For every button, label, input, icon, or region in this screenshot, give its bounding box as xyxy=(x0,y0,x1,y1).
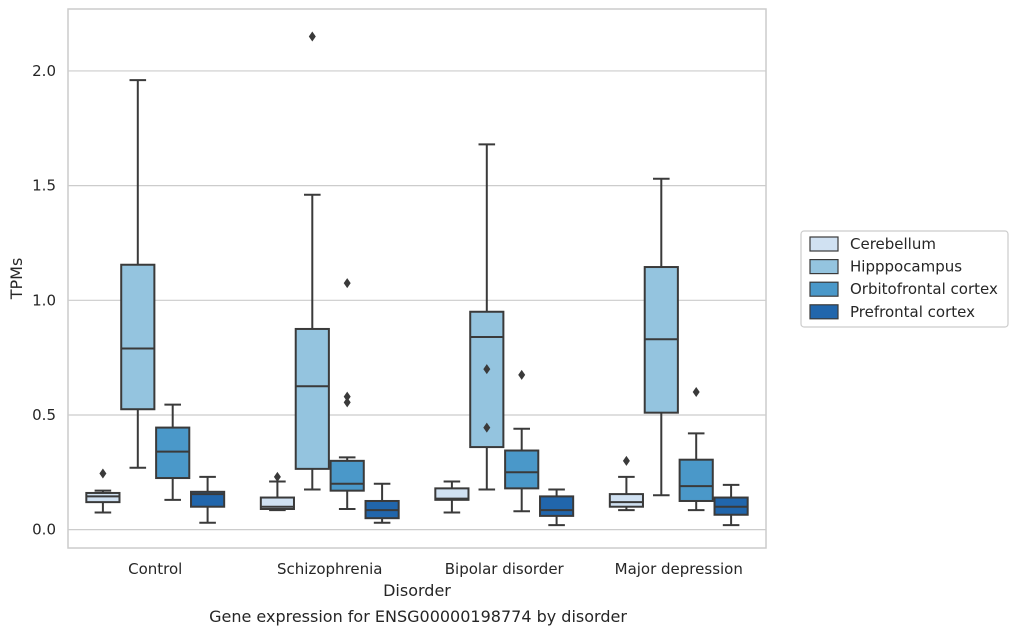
chart-caption: Gene expression for ENSG00000198774 by d… xyxy=(209,607,627,626)
outlier-point xyxy=(343,397,351,408)
legend-swatch xyxy=(809,304,839,320)
y-tick-label: 0.5 xyxy=(32,406,56,424)
x-tick-label: Control xyxy=(128,560,182,578)
outlier-point xyxy=(692,387,700,398)
box-iqr xyxy=(539,495,575,517)
box-cerebellum xyxy=(259,471,295,512)
legend-swatch xyxy=(809,281,839,297)
box-iqr xyxy=(504,449,540,490)
y-tick-labels: 0.0 0.5 1.0 1.5 2.0 xyxy=(32,62,56,539)
box-prefrontal-cortex xyxy=(364,482,400,524)
box-iqr xyxy=(120,263,156,411)
box-iqr xyxy=(329,459,365,492)
box-groups xyxy=(85,31,749,527)
box-cerebellum xyxy=(608,455,644,512)
x-axis-title: Disorder xyxy=(383,581,451,600)
y-tick-label: 1.5 xyxy=(32,177,56,195)
outlier-point xyxy=(343,278,351,289)
x-tick-label: Bipolar disorder xyxy=(445,560,565,578)
box-prefrontal-cortex xyxy=(539,488,575,527)
plot-frame xyxy=(67,8,767,549)
outlier-point xyxy=(622,455,630,466)
legend-frame xyxy=(800,230,1009,328)
box-prefrontal-cortex xyxy=(713,483,749,527)
x-tick-label: Schizophrenia xyxy=(277,560,382,578)
legend-label: Orbitofrontal cortex xyxy=(850,280,998,298)
box-iqr xyxy=(434,487,470,501)
x-tick-label: Major depression xyxy=(615,560,743,578)
legend-swatch xyxy=(809,236,839,252)
box-orbitofrontal-cortex xyxy=(504,369,540,513)
x-tick-labels: Control Schizophrenia Bipolar disorder Majo… xyxy=(128,560,743,578)
y-tick-label: 2.0 xyxy=(32,62,56,80)
box-prefrontal-cortex xyxy=(190,475,226,524)
outlier-point xyxy=(518,369,526,380)
box-hipppocampus xyxy=(469,143,505,491)
outlier-point xyxy=(483,422,491,433)
box-iqr xyxy=(155,426,191,480)
legend-swatch xyxy=(809,259,839,275)
outlier-point xyxy=(343,391,351,402)
y-tick-label: 1.0 xyxy=(32,291,56,309)
box-orbitofrontal-cortex xyxy=(155,403,191,501)
outlier-point xyxy=(273,471,281,482)
box-iqr xyxy=(608,493,644,508)
outlier-point xyxy=(308,31,316,42)
box-hipppocampus xyxy=(643,177,679,497)
box-orbitofrontal-cortex xyxy=(329,278,365,511)
box-iqr xyxy=(85,491,121,504)
box-orbitofrontal-cortex xyxy=(678,387,714,512)
box-iqr xyxy=(259,496,295,511)
y-axis-title: TPMs xyxy=(7,258,26,301)
outlier-point xyxy=(483,364,491,375)
legend: Cerebellum Hipppocampus Orbitofrontal cort… xyxy=(800,230,1009,328)
legend-label: Prefrontal cortex xyxy=(850,303,975,321)
box-cerebellum xyxy=(434,480,470,514)
legend-label: Hipppocampus xyxy=(850,258,962,276)
legend-label: Cerebellum xyxy=(850,235,936,253)
y-tick-label: 0.0 xyxy=(32,521,56,539)
box-hipppocampus xyxy=(294,31,330,491)
box-cerebellum xyxy=(85,468,121,514)
box-iqr xyxy=(678,458,714,502)
box-iqr xyxy=(190,490,226,508)
box-hipppocampus xyxy=(120,79,156,469)
box-iqr xyxy=(294,327,330,470)
outlier-point xyxy=(99,468,107,479)
